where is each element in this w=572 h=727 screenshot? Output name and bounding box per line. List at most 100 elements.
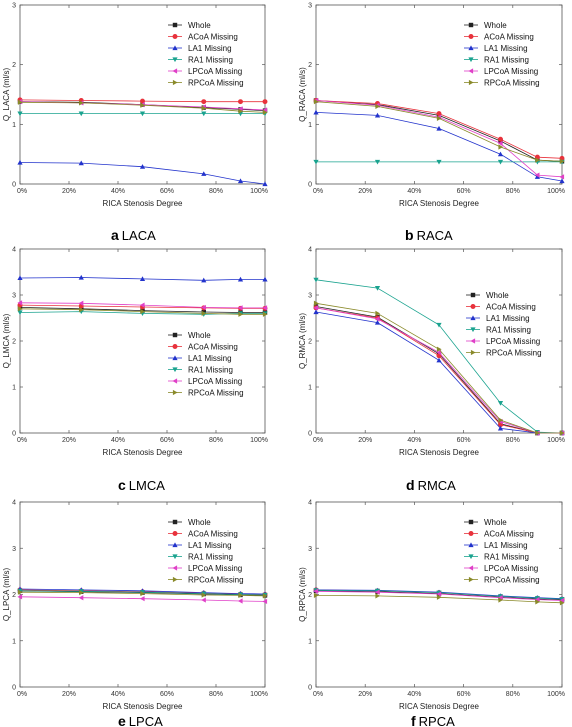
data-point (78, 300, 84, 306)
y-tick-label: 4 (12, 500, 16, 507)
data-point (375, 310, 381, 316)
data-point (237, 305, 243, 311)
legend-swatch-marker (468, 22, 474, 28)
data-point (201, 597, 206, 603)
y-tick-label: 4 (308, 500, 312, 507)
legend-entry: LPCoA Missing (188, 377, 242, 386)
chart-panel-b: 0 1 2 3 0% 20% 40% 60% 80% 100% RICA Stenosis Degr… (298, 3, 565, 244)
x-axis-label: RICA Stenosis Degree (102, 199, 183, 208)
legend-entry: LA1 Missing (484, 44, 528, 53)
data-point (17, 275, 23, 281)
data-point (17, 589, 23, 595)
legend-swatch-marker (172, 378, 178, 384)
panel-letter: c (118, 477, 126, 493)
data-point (79, 590, 84, 596)
data-point (139, 596, 145, 602)
data-point (534, 596, 540, 603)
y-tick-label: 1 (308, 122, 312, 129)
legend-entry: RA1 Missing (188, 553, 233, 562)
legend-swatch-marker (468, 68, 474, 74)
data-point (201, 171, 207, 176)
series-line (315, 101, 563, 162)
legend: Whole ACoA Missing LA1 Missing RA1 Missing L… (168, 331, 244, 398)
series-whole (313, 98, 565, 164)
y-tick-label: 3 (12, 546, 16, 553)
data-point (559, 600, 565, 606)
series-line (315, 589, 563, 600)
legend-entry: Whole (188, 518, 211, 527)
data-point (78, 111, 84, 117)
legend-entry: RPCoA Missing (188, 576, 244, 585)
data-point (238, 99, 243, 105)
legend-entry: RPCoA Missing (484, 79, 540, 88)
data-point (262, 107, 268, 113)
data-point (436, 322, 442, 328)
series-line (315, 590, 563, 601)
data-point (17, 99, 23, 105)
data-point (79, 100, 84, 106)
x-tick-label: 40% (407, 188, 421, 195)
x-tick-label: 60% (160, 188, 174, 195)
series-la1-missing (313, 109, 565, 184)
series-rpcoa-missing (313, 99, 565, 164)
x-tick-label: 20% (62, 691, 76, 698)
y-tick-label: 2 (308, 62, 312, 69)
x-tick-label: 60% (160, 691, 174, 698)
legend-entry: RA1 Missing (484, 56, 529, 65)
y-tick-label: 4 (308, 247, 312, 254)
data-point (313, 99, 319, 105)
legend-entry: RA1 Missing (484, 553, 529, 562)
series-line (19, 588, 266, 595)
y-tick-label: 0 (12, 431, 16, 438)
legend-entry: Whole (188, 331, 211, 340)
series-line (315, 589, 563, 600)
data-point (498, 597, 504, 603)
data-point (262, 305, 268, 311)
x-tick-label: 60% (457, 188, 471, 195)
x-axis-label: RICA Stenosis Degree (102, 448, 183, 457)
legend-swatch-marker (172, 22, 178, 28)
data-point (140, 308, 146, 315)
x-tick-label: 20% (358, 691, 372, 698)
x-tick-label: 40% (407, 691, 421, 698)
panel-caption: b RACA (405, 227, 453, 243)
legend: Whole ACoA Missing LA1 Missing RA1 Missing L… (168, 21, 244, 88)
y-tick-label: 0 (12, 182, 16, 189)
legend-swatch-marker (172, 565, 178, 571)
x-tick-label: 0% (17, 691, 27, 698)
legend-swatch-marker (468, 45, 474, 51)
legend-entry: Whole (188, 21, 211, 30)
legend-entry: LPCoA Missing (484, 67, 538, 76)
x-tick-label: 100% (547, 188, 565, 195)
y-tick-label: 4 (12, 247, 16, 254)
legend-entry: RA1 Missing (188, 366, 233, 375)
series-la1-missing (17, 159, 268, 187)
legend-swatch-marker (468, 576, 474, 583)
data-point (238, 311, 244, 317)
data-point (497, 425, 504, 431)
legend-swatch-marker (172, 554, 178, 560)
plot-frame (19, 4, 266, 185)
legend-swatch-marker (172, 57, 178, 63)
series-line (315, 595, 563, 604)
data-point (436, 594, 442, 600)
series-lpcoa-missing (313, 97, 565, 180)
legend-swatch-marker (470, 327, 476, 333)
data-point (78, 595, 84, 601)
data-point (140, 98, 145, 104)
panel-letter: a (111, 227, 119, 243)
series-rpcoa-missing (17, 589, 268, 599)
series-rpcoa-missing (313, 300, 565, 436)
data-point (498, 417, 504, 423)
data-point (262, 276, 268, 282)
series-rpcoa-missing (17, 306, 268, 317)
y-tick-label: 1 (12, 385, 16, 392)
data-point (140, 590, 146, 597)
panel-caption: f RPCA (411, 713, 455, 727)
x-tick-label: 80% (506, 691, 520, 698)
data-point (497, 159, 504, 165)
y-axis-label: Q_LMCA (ml/s) (2, 313, 11, 368)
legend-swatch-marker (470, 338, 476, 344)
